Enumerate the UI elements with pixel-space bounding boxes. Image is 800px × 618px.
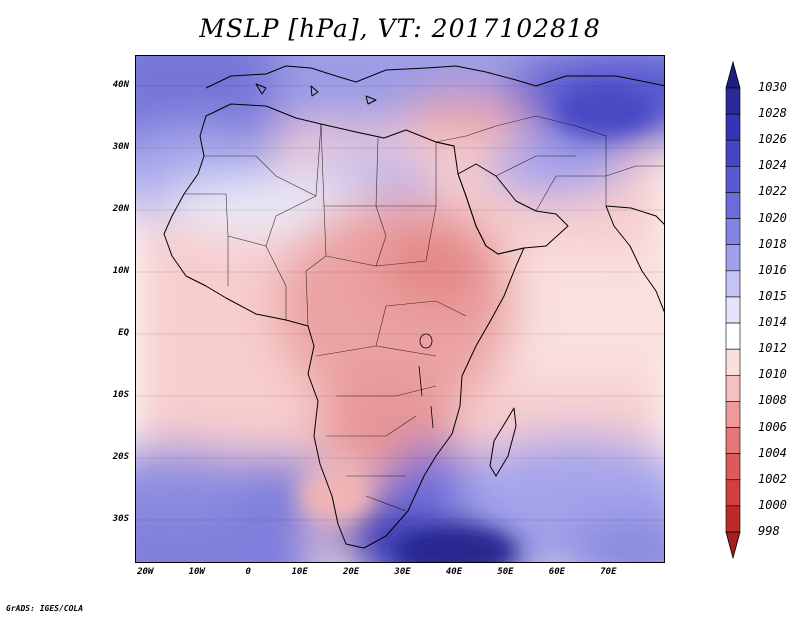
colorbar-level-label: 1000 xyxy=(758,497,787,512)
colorbar-level-label: 1020 xyxy=(758,210,787,225)
colorbar-swatch xyxy=(725,296,741,324)
lon-label: 20E xyxy=(342,567,360,577)
lake-tanganyika xyxy=(418,365,423,397)
colorbar-bottom-arrow xyxy=(725,531,741,560)
colorbar-swatch xyxy=(725,270,741,298)
lon-label: 10E xyxy=(291,567,308,577)
grads-credit: GrADS: IGES/COLA xyxy=(6,604,84,613)
arabia-coastline xyxy=(457,163,569,255)
colorbar-level-label: 1024 xyxy=(758,158,787,173)
colorbar-level-label: 1018 xyxy=(758,236,787,251)
colorbar-swatch xyxy=(725,113,741,141)
colorbar-swatch xyxy=(725,453,741,481)
india-coastline xyxy=(605,205,664,313)
lat-label: 10S xyxy=(112,389,129,400)
map-plot xyxy=(135,55,665,563)
lakes xyxy=(418,333,434,429)
lat-label: 30S xyxy=(112,513,129,524)
colorbar-top-arrow xyxy=(725,60,741,89)
lon-label: 10W xyxy=(188,567,205,577)
colorbar-level-label: 1016 xyxy=(758,262,787,277)
colorbar-swatch xyxy=(725,479,741,507)
colorbar-level-label: 1010 xyxy=(758,367,787,382)
map-title: MSLP [hPa], VT: 2017102818 xyxy=(199,14,601,43)
lon-label: 0 xyxy=(245,567,251,577)
colorbar-swatch xyxy=(725,348,741,376)
colorbar-swatch xyxy=(725,401,741,428)
lat-label: 20N xyxy=(112,203,129,214)
colorbar: 1030 1028 1026 1024 1022 1020 1018 1016 1015 1014… xyxy=(722,60,792,560)
graticule xyxy=(136,85,664,521)
lat-label: 30N xyxy=(112,141,129,152)
lake-victoria xyxy=(419,333,433,349)
colorbar-swatch xyxy=(725,322,741,350)
country-borders xyxy=(184,115,664,512)
colorbar-level-label: 1022 xyxy=(758,184,787,199)
lat-label: EQ xyxy=(118,327,129,338)
madagascar-coastline xyxy=(489,407,517,477)
colorbar-level-label: 998 xyxy=(758,524,780,538)
lon-label: 70E xyxy=(600,567,617,577)
colorbar-swatch xyxy=(725,427,741,454)
colorbar-swatch xyxy=(725,244,741,272)
colorbar-level-label: 1002 xyxy=(758,471,787,486)
colorbar-swatch xyxy=(725,166,741,193)
pressure-field-map xyxy=(136,56,664,562)
coastlines xyxy=(163,65,664,549)
colorbar-swatch xyxy=(725,505,741,533)
colorbar-level-label: 1026 xyxy=(758,132,787,147)
colorbar-swatch xyxy=(725,87,741,115)
red-sea-line xyxy=(435,141,455,147)
colorbar-level-label: 1004 xyxy=(758,445,787,460)
pressure-detail xyxy=(301,86,656,562)
lon-label: 30E xyxy=(394,567,411,577)
colorbar-swatch xyxy=(725,218,741,246)
colorbar-level-label: 1006 xyxy=(758,419,787,434)
mediterranean-islands xyxy=(255,83,377,105)
colorbar-level-label: 1015 xyxy=(758,288,787,303)
lake-malawi xyxy=(430,405,434,429)
lon-label: 40E xyxy=(445,567,463,577)
lon-label: 50E xyxy=(497,567,514,577)
colorbar-level-label: 1008 xyxy=(758,393,787,408)
lon-label: 60E xyxy=(548,567,566,577)
colorbar-swatch xyxy=(725,374,741,402)
lat-label: 20S xyxy=(112,451,129,462)
colorbar-swatch xyxy=(725,192,741,219)
colorbar-swatches xyxy=(725,60,741,560)
colorbar-swatch xyxy=(725,139,741,167)
colorbar-level-label: 1028 xyxy=(758,106,787,121)
lat-label: 10N xyxy=(112,265,129,276)
europe-coastline xyxy=(205,65,664,89)
colorbar-level-label: 1012 xyxy=(758,341,787,356)
colorbar-level-label: 1014 xyxy=(758,315,787,330)
lat-label: 40N xyxy=(112,79,129,90)
colorbar-level-label: 1030 xyxy=(758,80,787,94)
lon-label: 20W xyxy=(137,567,154,577)
